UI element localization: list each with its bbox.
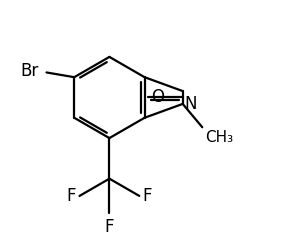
Text: F: F — [142, 187, 152, 205]
Text: F: F — [105, 218, 114, 236]
Text: N: N — [185, 95, 197, 113]
Text: CH₃: CH₃ — [205, 130, 233, 145]
Text: O: O — [152, 88, 164, 107]
Text: Br: Br — [20, 62, 38, 80]
Text: F: F — [67, 187, 76, 205]
